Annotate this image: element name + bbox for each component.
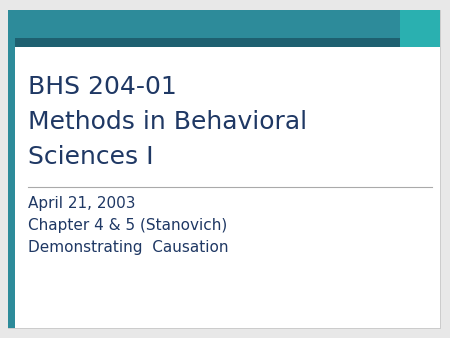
Bar [8,10,440,38]
Text: Sciences I: Sciences I [28,145,153,169]
Text: Methods in Behavioral: Methods in Behavioral [28,110,307,134]
Bar [400,10,440,47]
Text: April 21, 2003: April 21, 2003 [28,196,135,211]
Text: BHS 204-01: BHS 204-01 [28,75,177,99]
Text: Demonstrating  Causation: Demonstrating Causation [28,240,229,255]
Bar [8,10,15,328]
Text: Chapter 4 & 5 (Stanovich): Chapter 4 & 5 (Stanovich) [28,218,227,233]
Bar [8,38,440,47]
